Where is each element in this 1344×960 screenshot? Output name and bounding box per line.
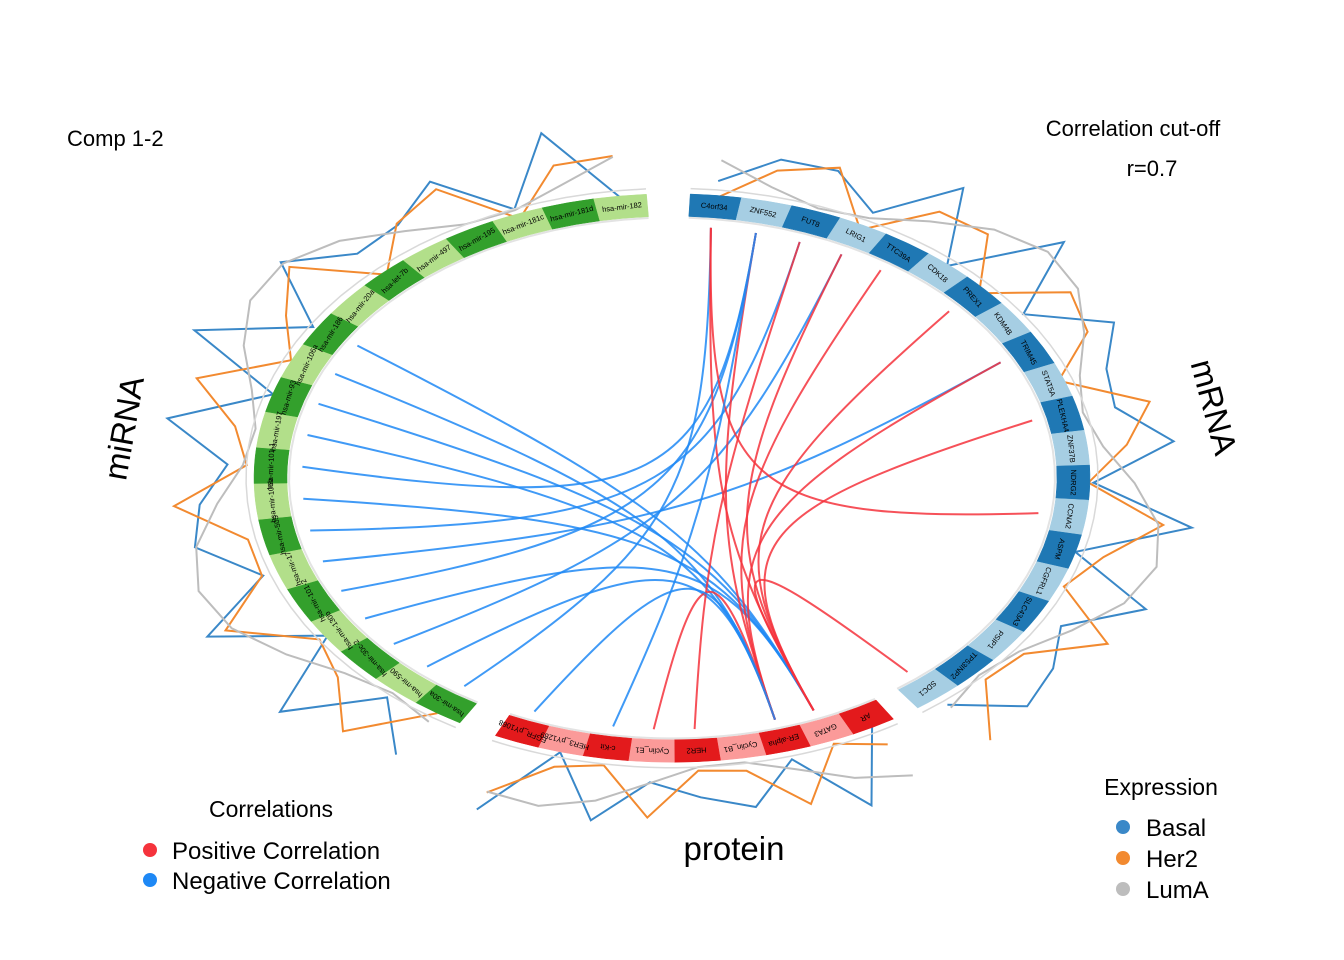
block-rim-protein xyxy=(509,697,876,740)
correlation-link-22 xyxy=(753,578,909,711)
her2-label: Her2 xyxy=(1146,846,1198,873)
luma-swatch xyxy=(1116,882,1130,896)
expression-line-mrna-basal xyxy=(717,158,1195,708)
block-axis-mirna xyxy=(245,188,647,729)
correlation-link-20 xyxy=(763,419,1033,711)
positive-correlation-label: Positive Correlation xyxy=(172,838,380,865)
block-title-mirna: miRNA xyxy=(96,373,151,482)
expression-line-protein-basal xyxy=(476,725,874,822)
segment-label-znf37b: ZNF37B xyxy=(1065,434,1077,463)
block-title-mrna: mRNA xyxy=(1184,355,1245,458)
expression-lines-layer xyxy=(165,131,1195,822)
correlation-link-10 xyxy=(463,227,712,688)
correlation-link-6 xyxy=(310,241,801,532)
segment-label-c4orf34: C4orf34 xyxy=(700,201,727,213)
her2-swatch xyxy=(1116,851,1130,865)
expression-line-mrna-luma xyxy=(720,159,1160,709)
correlation-links-layer xyxy=(302,227,1039,730)
negative-correlation-label: Negative Correlation xyxy=(172,868,391,895)
correlation-link-14 xyxy=(724,232,776,721)
expression-line-protein-her2 xyxy=(486,742,888,820)
expression-line-mirna-her2 xyxy=(171,155,613,733)
block-rim-mrna xyxy=(688,216,1056,690)
correlation-legend: Correlations Positive Correlation Negati… xyxy=(143,796,391,895)
segment-hsa-mir-182 xyxy=(593,194,649,222)
correlation-link-19 xyxy=(746,361,1002,721)
basal-swatch xyxy=(1116,820,1130,834)
segment-egfr-py1068 xyxy=(494,714,550,748)
correlation-link-16 xyxy=(746,253,843,711)
positive-correlation-swatch xyxy=(143,843,157,857)
segment-label-hsa-mir-106b: hsa-mir-106b xyxy=(266,478,279,523)
luma-label: LumA xyxy=(1146,877,1209,904)
block-rim-mirna xyxy=(288,217,649,704)
correlation-link-25 xyxy=(533,587,776,721)
basal-label: Basal xyxy=(1146,815,1206,842)
expression-line-mirna-luma xyxy=(195,156,614,723)
segment-label-her2: HER2 xyxy=(686,745,707,755)
expression-line-mrna-her2 xyxy=(715,166,1166,741)
segment-label-c-kit: c-Kit xyxy=(599,742,616,753)
segment-label-cyclin-e1: Cyclin_E1 xyxy=(635,745,669,756)
correlation-link-21 xyxy=(709,227,1039,516)
cutoff-value: r=0.7 xyxy=(1127,156,1178,181)
correlation-legend-title: Correlations xyxy=(209,796,333,822)
segment-label-ndrg2: NDRG2 xyxy=(1069,469,1078,495)
block-axis-protein xyxy=(491,723,898,769)
feature-segments-layer xyxy=(245,187,1099,769)
segment-label-hsa-mir-101-1: hsa-mir-101-1 xyxy=(265,442,276,489)
correlation-link-9 xyxy=(393,253,843,645)
correlation-link-11 xyxy=(364,566,815,711)
expression-legend-title: Expression xyxy=(1104,774,1218,800)
block-title-protein: protein xyxy=(684,830,785,867)
correlation-link-15 xyxy=(693,241,801,730)
correlation-link-8 xyxy=(341,232,757,592)
correlation-link-17 xyxy=(740,269,882,721)
cutoff-title: Correlation cut-off xyxy=(1046,116,1221,141)
correlation-link-7 xyxy=(322,361,1002,563)
expression-legend: Expression Basal Her2 LumA xyxy=(1104,774,1218,904)
negative-correlation-swatch xyxy=(143,873,157,887)
segment-label-ccna2: CCNA2 xyxy=(1063,503,1075,529)
comp-label: Comp 1-2 xyxy=(67,126,164,151)
segment-sdc1 xyxy=(897,668,958,709)
correlation-link-24 xyxy=(612,232,757,727)
block-axis-mrna xyxy=(690,187,1099,714)
